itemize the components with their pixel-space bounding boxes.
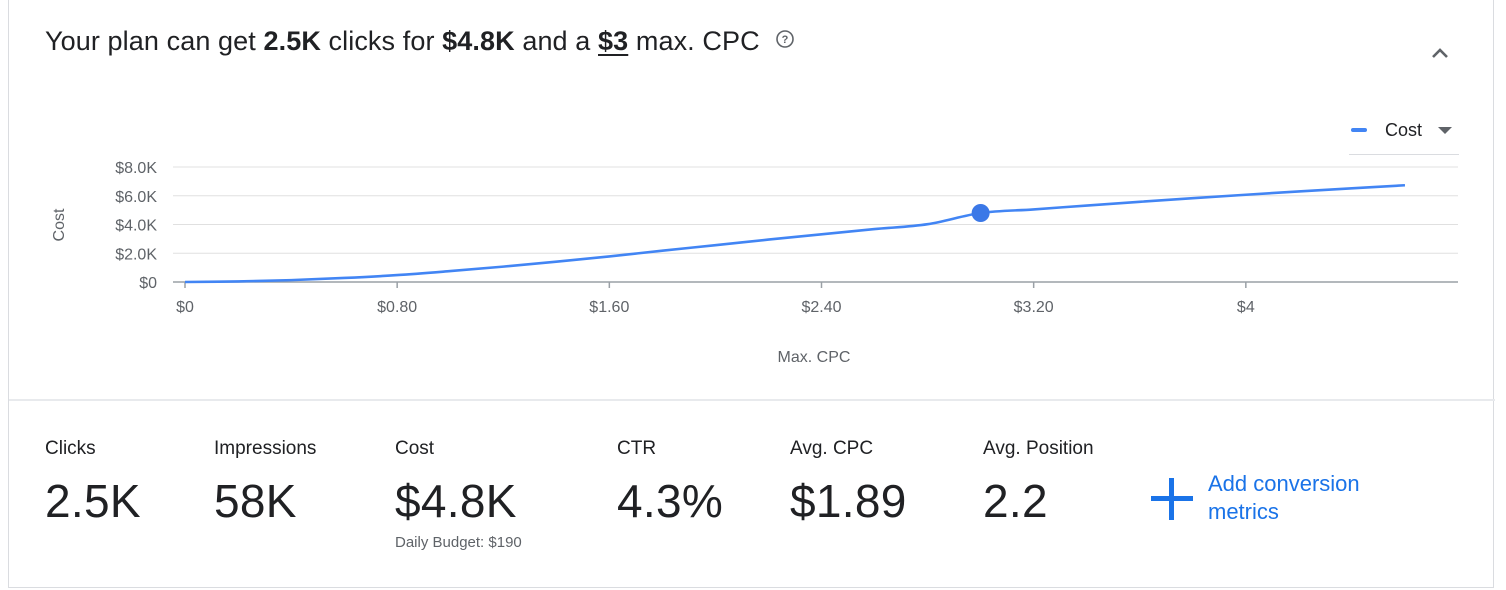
metric-label: CTR (617, 438, 657, 459)
section-divider (9, 399, 1495, 401)
x-tick-label: $4 (1237, 299, 1255, 316)
legend-label: Cost (1385, 120, 1423, 140)
y-tick-label: $2.0K (115, 246, 157, 263)
plus-icon (1151, 478, 1193, 520)
metric-label: Cost (395, 438, 435, 459)
title-suffix: max. CPC (635, 26, 760, 56)
metric-value: 4.3% (617, 475, 724, 527)
metric-label: Impressions (214, 438, 317, 459)
metric-label: Clicks (45, 438, 96, 459)
title-clicks: 2.5K (263, 26, 321, 56)
cost-chart: $0 $2.0K $4.0K $6.0K $8.0K $0 $0.80 $1.60 $2.40 $… (51, 160, 1458, 366)
title-cost: $4.8K (442, 26, 515, 56)
y-tick-label: $4.0K (115, 218, 157, 235)
metric-subtext: Daily Budget: $190 (395, 534, 522, 551)
metric-value: 58K (214, 475, 297, 527)
metric-selector[interactable]: Cost (1349, 114, 1459, 155)
y-tick-label: $8.0K (115, 160, 157, 177)
forecast-card: Your plan can get 2.5K clicks for $4.8K … (8, 0, 1495, 588)
metric-value: 2.5K (45, 475, 141, 527)
metric-clicks: Clicks 2.5K (45, 438, 141, 528)
x-axis-title: Max. CPC (778, 349, 851, 366)
metric-value: $1.89 (790, 475, 907, 527)
metric-value: $4.8K (395, 475, 517, 527)
metric-label: Avg. Position (983, 438, 1094, 459)
metric-value: 2.2 (983, 475, 1048, 527)
y-axis-title: Cost (51, 208, 68, 241)
legend-swatch (1351, 128, 1367, 132)
metric-avg-position: Avg. Position 2.2 (983, 438, 1094, 528)
metric-cost: Cost $4.8K Daily Budget: $190 (395, 438, 522, 551)
x-tick-label: $1.60 (589, 299, 629, 316)
title-mid1: clicks for (328, 26, 435, 56)
cost-series-line (184, 183, 1406, 284)
chevron-up-icon (1432, 48, 1448, 58)
x-tick-label: $0 (176, 299, 194, 316)
metric-label: Avg. CPC (790, 438, 874, 459)
selected-bid-point[interactable] (971, 204, 990, 222)
metric-impressions: Impressions 58K (214, 438, 316, 528)
svg-text:?: ? (782, 35, 789, 47)
x-tick-label: $3.20 (1014, 299, 1054, 316)
x-tick-label: $2.40 (801, 299, 841, 316)
add-conversion-metrics-button[interactable]: Add conversion metrics (1149, 470, 1389, 530)
y-tick-label: $0 (139, 275, 157, 292)
y-tick-label: $6.0K (115, 189, 157, 206)
metric-ctr: CTR 4.3% (617, 438, 723, 528)
plan-summary-title: Your plan can get 2.5K clicks for $4.8K … (45, 26, 795, 57)
x-tick-label: $0.80 (377, 299, 417, 316)
add-conversion-label: Add conversion metrics (1208, 471, 1360, 524)
help-icon[interactable]: ? (775, 25, 795, 56)
title-mid2: and a (522, 26, 591, 56)
metric-avg-cpc: Avg. CPC $1.89 (790, 438, 907, 528)
title-prefix: Your plan can get (45, 26, 256, 56)
max-cpc-link[interactable]: $3 (598, 26, 629, 56)
dropdown-caret-icon (1438, 127, 1452, 134)
collapse-button[interactable] (1427, 40, 1453, 66)
